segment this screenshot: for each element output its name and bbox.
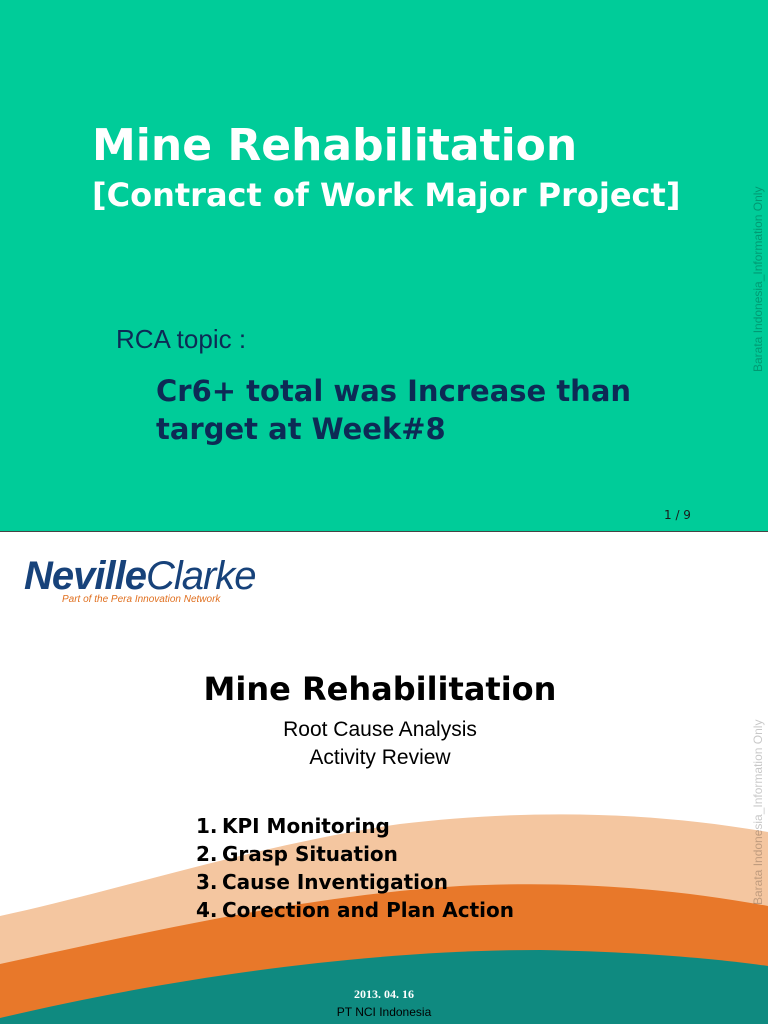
- agenda-item: 2. Grasp Situation: [196, 842, 398, 866]
- page-number: 1 / 9: [664, 508, 691, 522]
- agenda-title: Mine Rehabilitation: [203, 670, 557, 708]
- logo-tagline: Part of the Pera Innovation Network: [62, 594, 221, 605]
- presentation-date: 2013. 04. 16: [354, 987, 414, 1001]
- rca-topic-label: RCA topic :: [116, 324, 247, 354]
- teal-wave: [0, 950, 768, 1024]
- slide-subtitle: [Contract of Work Major Project]: [92, 176, 681, 214]
- watermark: Barata Indonesia_Information Only: [751, 719, 765, 905]
- logo-name-part1: Neville: [24, 554, 147, 598]
- title-slide: Mine Rehabilitation [Contract of Work Ma…: [0, 0, 768, 532]
- agenda-item: 4. Corection and Plan Action: [196, 898, 515, 922]
- wave-decoration: [0, 814, 768, 1024]
- nevilleclarke-logo: NevilleClarke Part of the Pera Innovatio…: [24, 554, 257, 605]
- agenda-subtitle-line2: Activity Review: [309, 746, 451, 769]
- agenda-item: 3. Cause Inventigation: [196, 870, 448, 894]
- agenda-list: 1. KPI Monitoring 2. Grasp Situation 3. Cau…: [196, 812, 514, 924]
- rca-topic-text: Cr6+ total was Increase than target at W…: [156, 374, 632, 446]
- agenda-subtitle-line1: Root Cause Analysis: [283, 718, 477, 741]
- agenda-slide: NevilleClarke Part of the Pera Innovatio…: [0, 532, 768, 1024]
- agenda-item: 1. KPI Monitoring: [196, 814, 390, 838]
- logo-name-part2: Clarke: [145, 554, 257, 598]
- organization-name: PT NCI Indonesia: [336, 1005, 432, 1019]
- slide-title: Mine Rehabilitation: [92, 120, 578, 171]
- watermark: Barata Indonesia_Information Only: [751, 186, 765, 372]
